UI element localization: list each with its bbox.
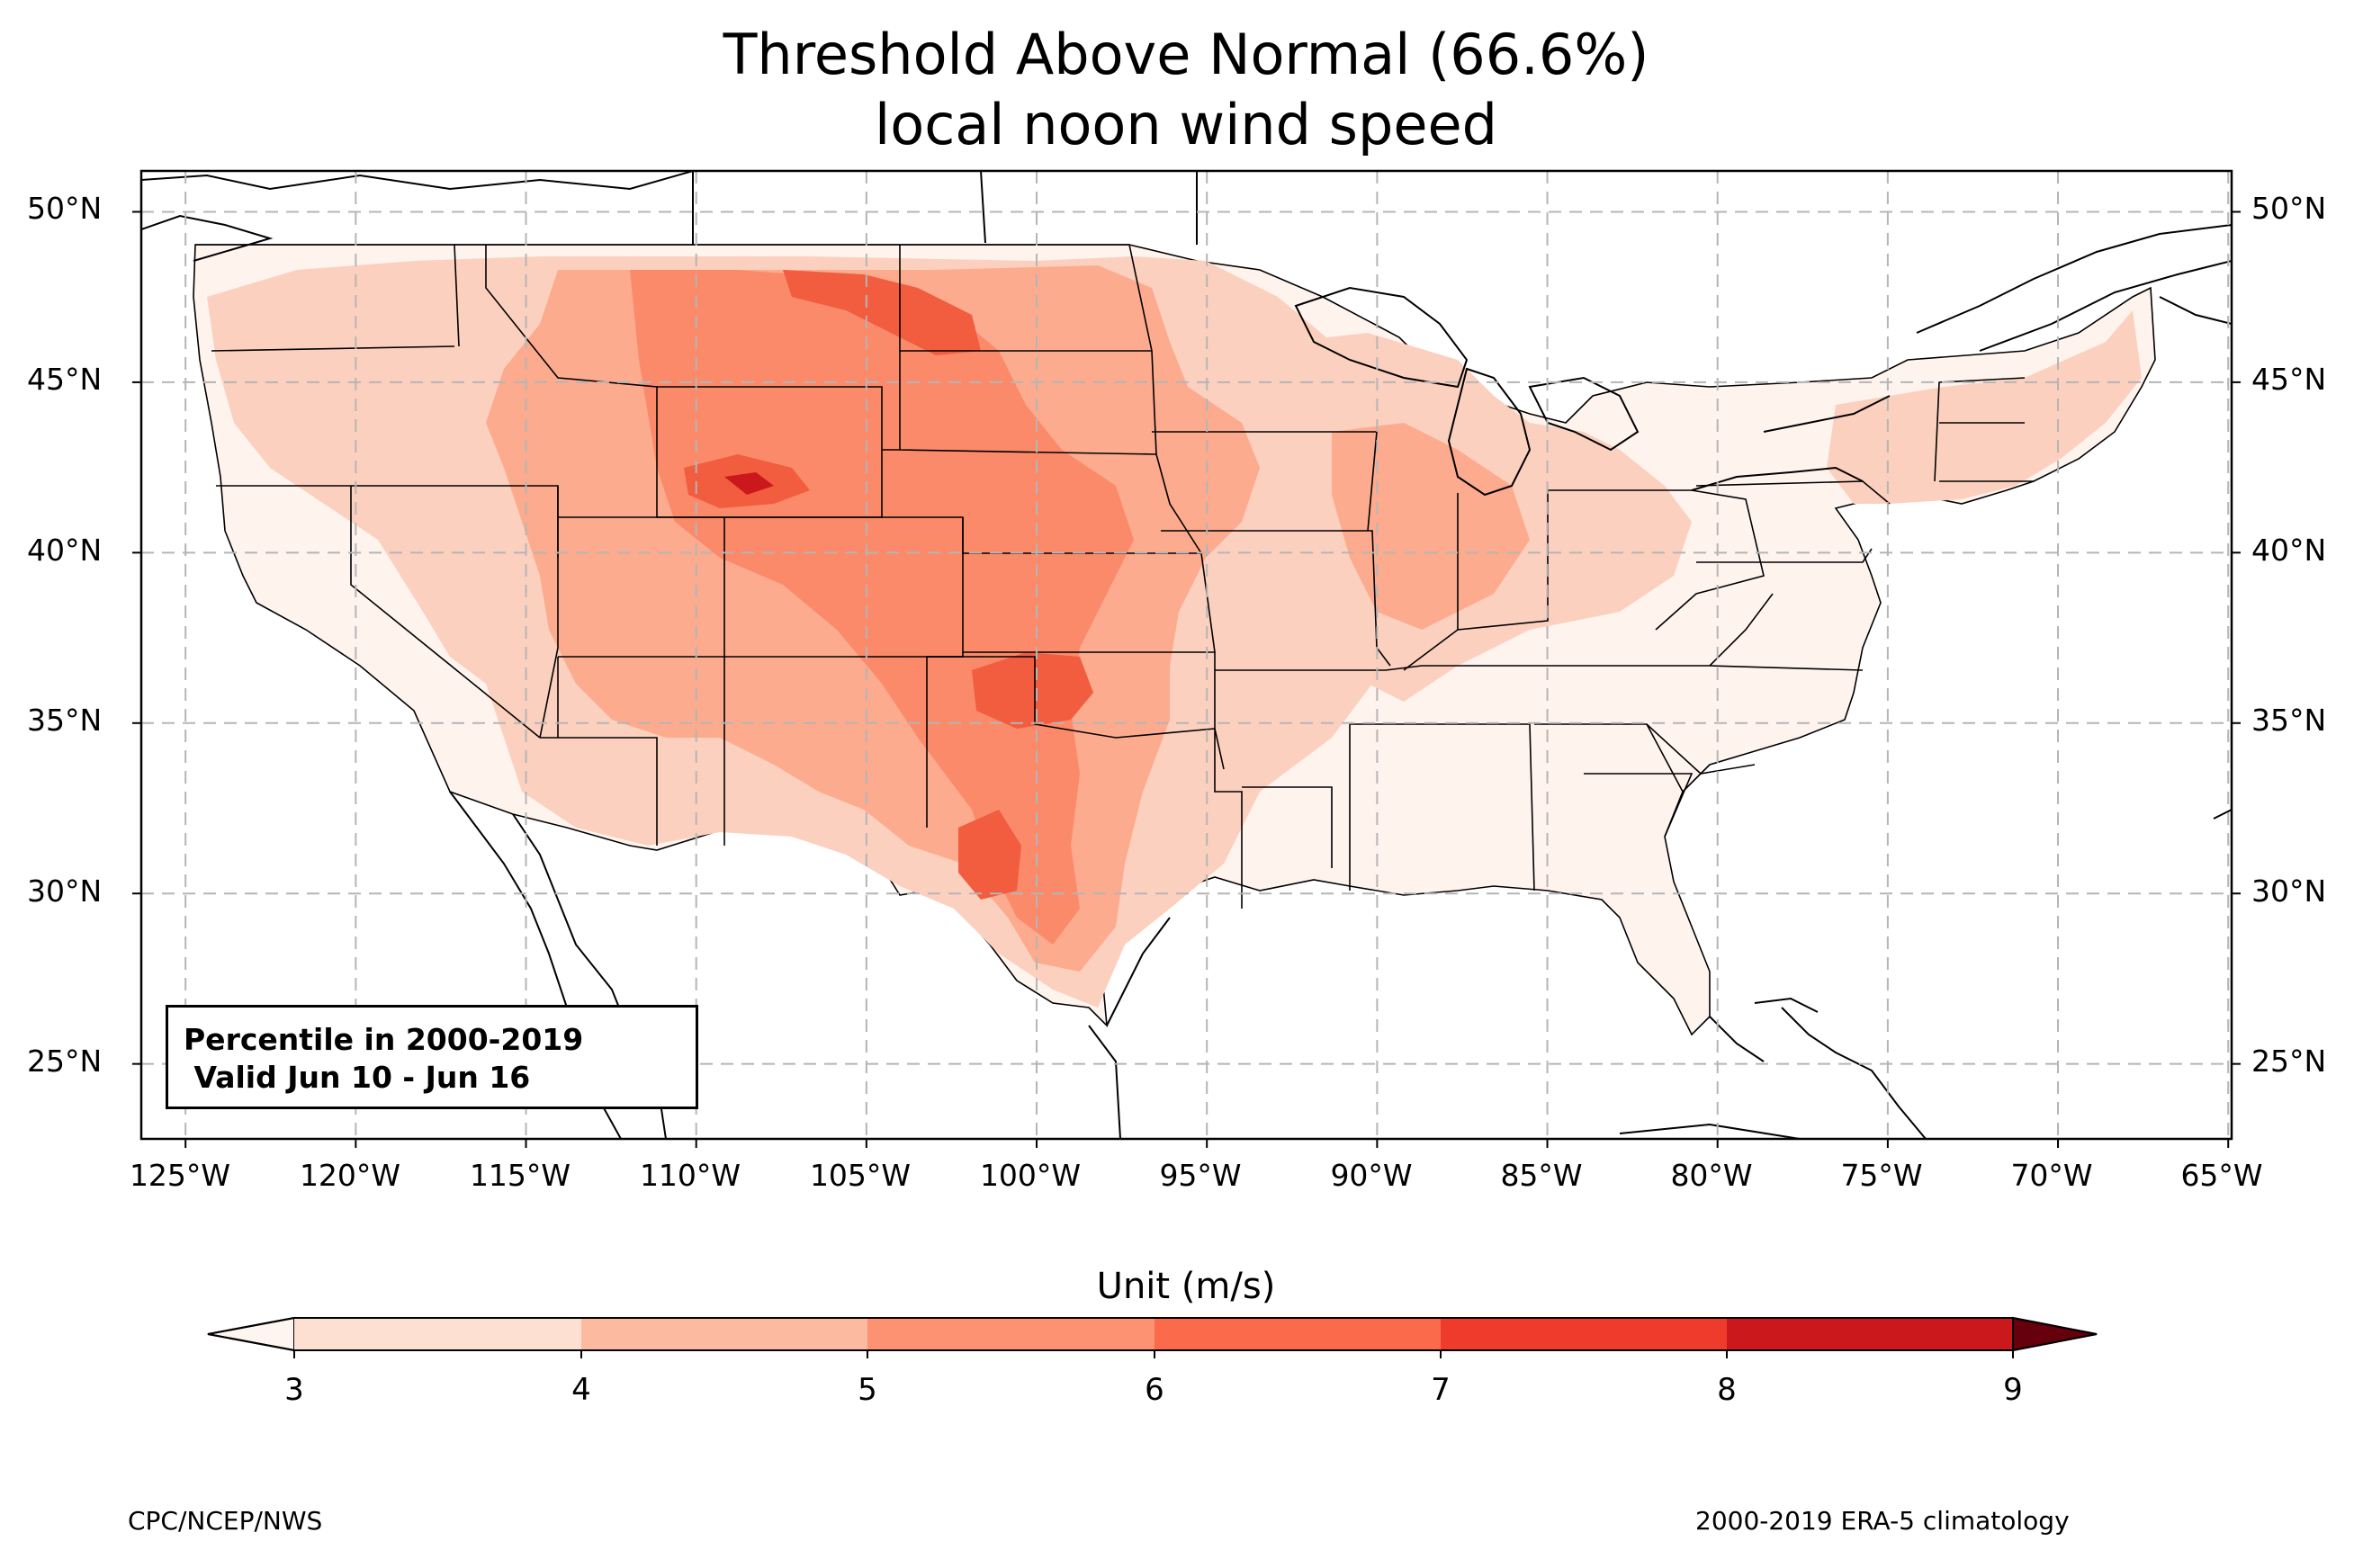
shade-level-4-northeast: [1827, 310, 2142, 504]
lat-label-right: 40°N: [2251, 533, 2327, 568]
lat-label-right: 50°N: [2251, 191, 2327, 226]
lat-label-right: 35°N: [2251, 703, 2327, 738]
colorbar-tick-label: 3: [284, 1372, 304, 1408]
lat-label-right: 45°N: [2251, 362, 2327, 397]
colorbar-tick-label: 9: [2003, 1372, 2023, 1408]
colorbar-band-5-6: [867, 1318, 1155, 1350]
lon-label: 110°W: [639, 1158, 741, 1193]
colorbar-tick-label: 8: [1717, 1372, 1737, 1408]
lat-label-right: 25°N: [2251, 1044, 2327, 1079]
lat-label-right: 30°N: [2251, 874, 2327, 909]
colorbar-tick-label: 7: [1431, 1372, 1451, 1408]
lon-label: 75°W: [1840, 1158, 1923, 1193]
lat-label-left: 40°N: [27, 533, 103, 568]
lon-label: 125°W: [129, 1158, 231, 1193]
colorbar-band-6-7: [1155, 1318, 1441, 1350]
lon-label: 85°W: [1500, 1158, 1583, 1193]
footer-credit: CPC/NCEP/NWS: [128, 1506, 323, 1536]
lon-label: 90°W: [1330, 1158, 1413, 1193]
legend-line-percentile: Percentile in 2000-2019: [184, 1022, 584, 1057]
lat-label-left: 25°N: [27, 1044, 103, 1079]
lat-label-left: 35°N: [27, 703, 103, 738]
gridlines: [141, 171, 2232, 1139]
shade-level-7-texas-central: [958, 810, 1021, 900]
footer-climatology: 2000-2019 ERA-5 climatology: [1695, 1506, 2070, 1536]
colorbar-tick-label: 6: [1145, 1372, 1164, 1408]
lon-label: 70°W: [2010, 1158, 2093, 1193]
shade-level-6: [630, 270, 1134, 945]
map-title-line2: local noon wind speed: [875, 92, 1497, 157]
colorbar-band-8-9: [1727, 1318, 2013, 1350]
lon-label: 100°W: [979, 1158, 1082, 1193]
colorbar-band-3-4: [294, 1318, 581, 1350]
lon-label: 65°W: [2180, 1158, 2263, 1193]
lon-label: 80°W: [1670, 1158, 1753, 1193]
colorbar-tick-marks: [293, 1350, 2014, 1358]
shade-level-5-illinois: [1332, 423, 1530, 630]
lat-label-left: 50°N: [27, 191, 103, 226]
shade-level-8-wyoming-core: [724, 472, 774, 495]
colorbar: [207, 1316, 2098, 1358]
colorbar-band-7-8: [1441, 1318, 1727, 1350]
lat-label-left: 30°N: [27, 874, 103, 909]
lon-label: 115°W: [469, 1158, 571, 1193]
lon-label: 120°W: [299, 1158, 401, 1193]
shade-level-7-montana: [783, 270, 981, 355]
validity-legend-box: Percentile in 2000-2019 Valid Jun 10 - J…: [166, 1005, 698, 1109]
lon-label: 105°W: [809, 1158, 912, 1193]
colorbar-low-extension: [207, 1316, 295, 1352]
map-area: [141, 171, 2232, 1139]
lat-label-left: 45°N: [27, 362, 103, 397]
map-frame: [139, 169, 2233, 1141]
legend-line-valid-dates: Valid Jun 10 - Jun 16: [184, 1060, 531, 1095]
colorbar-high-extension: [2012, 1316, 2098, 1352]
lon-label: 95°W: [1159, 1158, 1242, 1193]
shade-level-7-texas-panhandle: [972, 652, 1093, 729]
axis-tick-marks: [132, 211, 2241, 1148]
map-title-line1: Threshold Above Normal (66.6%): [723, 22, 1649, 87]
colorbar-tick-label: 4: [571, 1372, 591, 1408]
colorbar-title: Unit (m/s): [1096, 1266, 1276, 1307]
colorbar-band-4-5: [581, 1318, 867, 1350]
colorbar-tick-label: 5: [858, 1372, 877, 1408]
